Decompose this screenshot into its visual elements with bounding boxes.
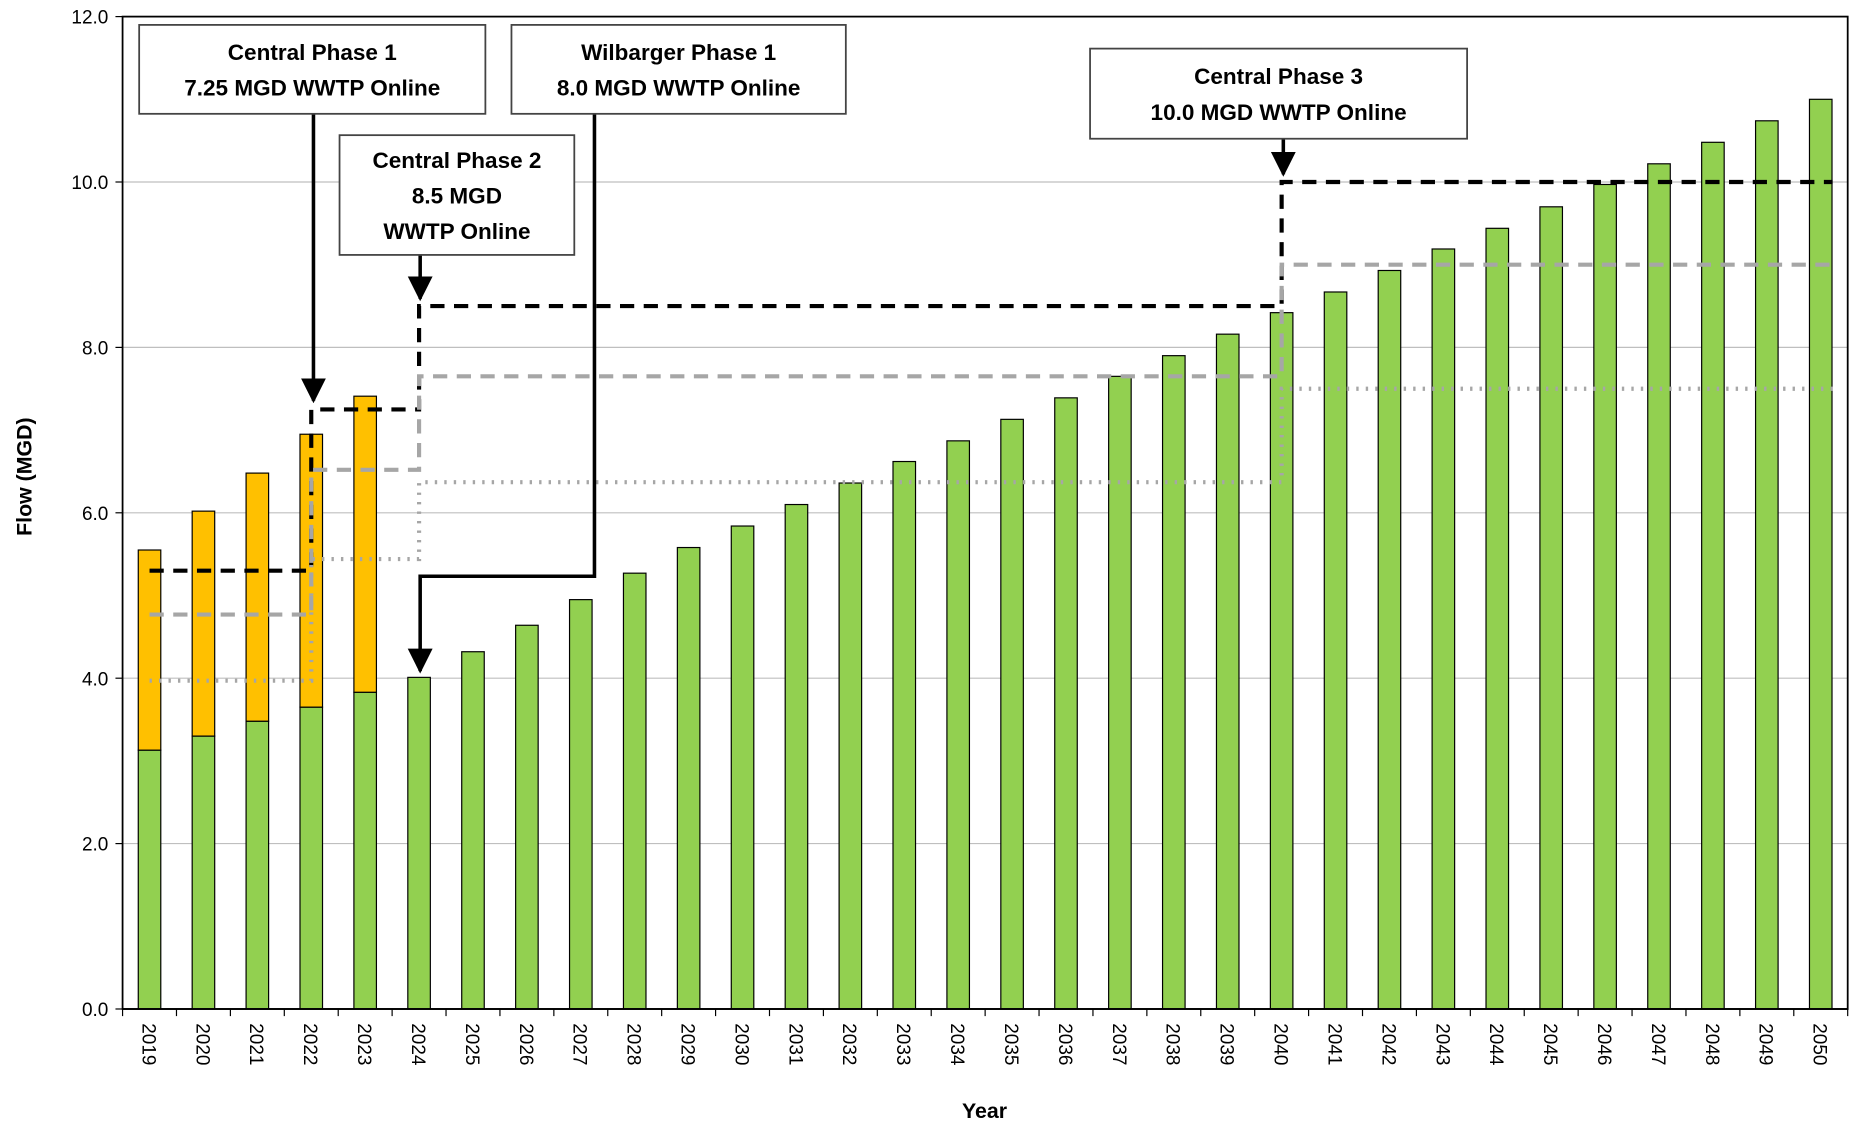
- bar: [838, 482, 863, 1010]
- x-tick-label: 2040: [1270, 1023, 1291, 1065]
- bar: [137, 749, 162, 1010]
- y-tick-label: 4.0: [82, 669, 108, 690]
- bar: [1647, 163, 1671, 1010]
- bar: [784, 503, 809, 1010]
- annotation-text: Central Phase 3: [1194, 64, 1363, 89]
- bar: [1215, 333, 1240, 1010]
- bar: [1485, 227, 1510, 1010]
- x-tick-label: 2026: [515, 1023, 536, 1065]
- plot-frame: [121, 15, 1849, 1010]
- x-tick-label: 2044: [1485, 1023, 1506, 1065]
- bar: [892, 460, 917, 1010]
- x-tick-label: 2024: [407, 1023, 428, 1065]
- x-tick-label: 2033: [892, 1023, 913, 1065]
- x-tick-label: 2036: [1054, 1023, 1075, 1065]
- y-tick-label: 12.0: [71, 8, 108, 29]
- bar: [1000, 418, 1024, 1010]
- bar: [730, 525, 755, 1010]
- step-line: [149, 179, 1833, 573]
- bar: [676, 546, 701, 1010]
- x-tick-label: 2050: [1809, 1023, 1830, 1065]
- y-tick-label: 8.0: [82, 339, 108, 360]
- y-axis-title: Flow (MGD): [12, 417, 36, 535]
- bar: [1431, 248, 1456, 1010]
- x-tick-label: 2027: [569, 1023, 590, 1065]
- x-tick-label: 2030: [730, 1023, 751, 1065]
- bar: [245, 472, 270, 722]
- y-tick-label: 10.0: [71, 173, 108, 194]
- annotation-text: Central Phase 2: [372, 148, 541, 173]
- x-tick-label: 2035: [1000, 1023, 1021, 1065]
- x-tick-label: 2039: [1216, 1023, 1237, 1065]
- x-tick-label: 2038: [1162, 1023, 1183, 1065]
- x-tick-label: 2019: [137, 1023, 158, 1065]
- x-tick-label: 2025: [461, 1023, 482, 1065]
- x-tick-label: 2022: [299, 1023, 320, 1065]
- x-tick-label: 2041: [1323, 1023, 1344, 1065]
- bar: [1593, 183, 1617, 1010]
- bar: [191, 510, 216, 737]
- bar: [622, 572, 647, 1010]
- x-tick-label: 2028: [623, 1023, 644, 1065]
- x-tick-label: 2034: [946, 1023, 967, 1065]
- x-tick-label: 2037: [1108, 1023, 1129, 1065]
- y-tick-label: 6.0: [82, 504, 108, 525]
- x-tick-label: 2049: [1755, 1023, 1776, 1065]
- x-tick-label: 2048: [1701, 1023, 1722, 1065]
- x-tick-label: 2047: [1647, 1023, 1668, 1065]
- annotation-box: [138, 24, 487, 115]
- x-tick-label: 2032: [838, 1023, 859, 1065]
- bar: [1701, 141, 1725, 1010]
- annotation-box: [1089, 47, 1468, 140]
- bar: [1754, 120, 1779, 1010]
- bar: [1108, 375, 1132, 1010]
- bar: [191, 735, 216, 1010]
- bar: [946, 440, 971, 1010]
- bar: [299, 706, 324, 1010]
- x-tick-label: 2046: [1593, 1023, 1614, 1065]
- annotation-box: [338, 134, 576, 256]
- bar: [353, 395, 378, 693]
- y-tick-label: 0.0: [82, 1000, 108, 1021]
- y-tick-label: 2.0: [82, 835, 108, 856]
- bar: [515, 624, 539, 1010]
- x-tick-label: 2042: [1377, 1023, 1398, 1065]
- annotation-text: 10.0 MGD WWTP Online: [1151, 100, 1407, 125]
- bar: [568, 599, 593, 1010]
- x-tick-label: 2020: [191, 1023, 212, 1065]
- x-tick-label: 2029: [677, 1023, 698, 1065]
- bar: [1539, 206, 1564, 1010]
- bar: [1054, 397, 1078, 1010]
- step-line: [149, 262, 1833, 617]
- bar: [1808, 98, 1833, 1010]
- bar: [137, 549, 162, 751]
- bar: [353, 691, 378, 1010]
- annotation-box: [510, 24, 847, 115]
- annotation-arrow: [407, 113, 597, 674]
- annotation-text: 8.0 MGD WWTP Online: [557, 75, 801, 100]
- annotation-text: 8.5 MGD: [412, 183, 502, 208]
- annotation-text: WWTP Online: [383, 219, 530, 244]
- bar: [461, 651, 485, 1010]
- bar: [245, 720, 270, 1010]
- step-line: [149, 386, 1833, 683]
- annotation-text: Central Phase 1: [228, 40, 397, 65]
- bar: [407, 676, 431, 1010]
- x-tick-label: 2031: [784, 1023, 805, 1065]
- annotation-text: 7.25 MGD WWTP Online: [184, 75, 440, 100]
- bar: [1323, 291, 1348, 1010]
- annotation-text: Wilbarger Phase 1: [581, 40, 776, 65]
- x-tick-label: 2023: [353, 1023, 374, 1065]
- x-tick-label: 2045: [1539, 1023, 1560, 1065]
- bar: [1377, 269, 1402, 1010]
- x-tick-label: 2043: [1431, 1023, 1452, 1065]
- bar: [1161, 355, 1186, 1010]
- x-tick-label: 2021: [245, 1023, 266, 1065]
- x-axis-title: Year: [962, 1099, 1007, 1123]
